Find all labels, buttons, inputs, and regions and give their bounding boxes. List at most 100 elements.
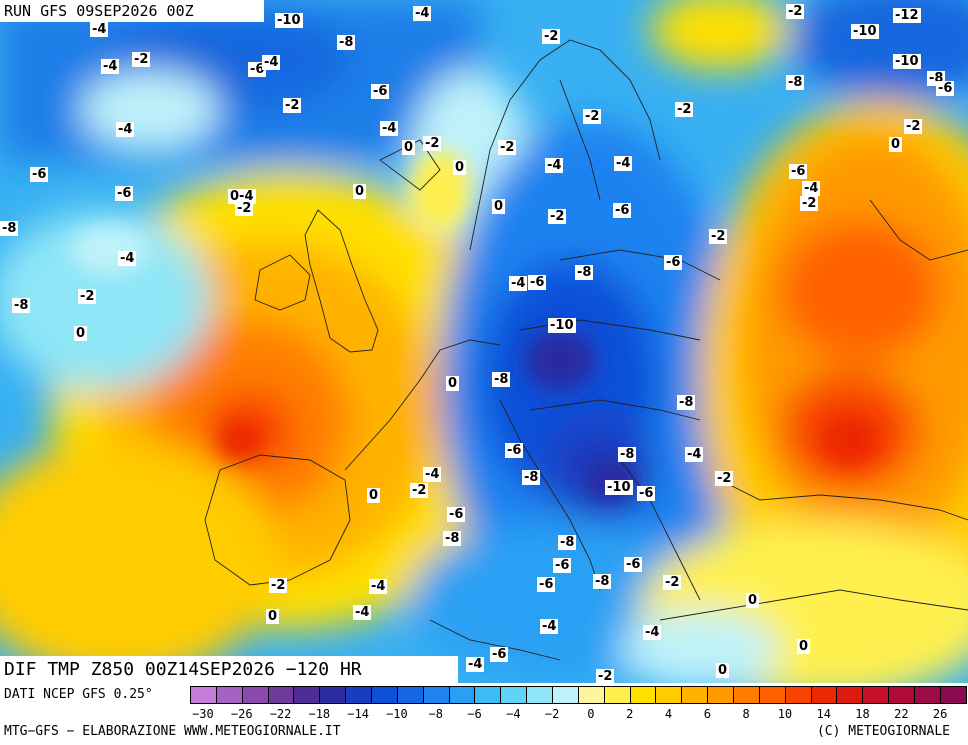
value-label: -8 xyxy=(575,265,594,280)
value-label: 0 xyxy=(74,326,88,341)
value-label: -10 xyxy=(893,54,921,69)
value-label: -2 xyxy=(78,289,97,304)
value-label: -4 xyxy=(353,605,372,620)
legend-tick-label: 8 xyxy=(742,707,750,721)
legend-swatch xyxy=(190,686,217,704)
value-label: -12 xyxy=(893,8,921,23)
value-label: -2 xyxy=(235,201,254,216)
value-label: -4 xyxy=(101,59,120,74)
value-label: -4 xyxy=(118,251,137,266)
value-label: 0 xyxy=(889,137,903,152)
legend-swatch xyxy=(939,686,967,704)
legend-tick-label: −14 xyxy=(347,707,369,721)
legend-swatch xyxy=(396,686,424,704)
value-label: -8 xyxy=(677,395,696,410)
value-label: -10 xyxy=(605,480,633,495)
value-label: -2 xyxy=(675,102,694,117)
value-label: 0-4 xyxy=(228,189,256,204)
legend-swatch xyxy=(784,686,812,704)
legend-tick-label: 2 xyxy=(626,707,634,721)
legend-swatch xyxy=(655,686,683,704)
temperature-anomaly-map xyxy=(0,0,968,683)
legend-tick-label: 26 xyxy=(932,707,948,721)
value-label: 0 xyxy=(453,160,467,175)
legend-swatch xyxy=(681,686,709,704)
legend-tick-label: 6 xyxy=(703,707,711,721)
credit-right: (C) METEOGIORNALE xyxy=(816,724,950,739)
value-label: -2 xyxy=(596,669,615,684)
value-label: -6 xyxy=(664,255,683,270)
legend-swatch xyxy=(914,686,941,704)
value-label: 0 xyxy=(367,488,381,503)
value-label: -2 xyxy=(269,578,288,593)
value-label: -4 xyxy=(116,122,135,137)
value-label: -6 xyxy=(553,558,572,573)
legend-swatch xyxy=(733,686,760,704)
legend-swatch xyxy=(319,686,347,704)
legend-tick-label: −4 xyxy=(506,707,521,721)
value-label: -8 xyxy=(492,372,511,387)
data-source-label: DATI NCEP GFS 0.25° xyxy=(4,687,153,702)
legend-tick-label: −22 xyxy=(269,707,292,721)
value-label: -4 xyxy=(545,158,564,173)
legend-swatch xyxy=(500,686,528,704)
value-label: -2 xyxy=(132,52,151,67)
map-canvas xyxy=(0,0,968,683)
legend-swatch xyxy=(215,686,243,704)
value-label: -8 xyxy=(12,298,31,313)
legend-swatch xyxy=(888,686,916,704)
value-label: 0 xyxy=(353,184,367,199)
value-label: -10 xyxy=(275,13,303,28)
value-label: -4 xyxy=(380,121,399,136)
value-label: -2 xyxy=(423,136,442,151)
legend-tick-label: −2 xyxy=(544,707,560,721)
legend-swatch xyxy=(552,686,579,704)
legend-swatch xyxy=(629,686,657,704)
value-label: 0 xyxy=(266,609,280,624)
legend-swatch xyxy=(862,686,890,704)
legend-swatch xyxy=(603,686,631,704)
value-label: -6 xyxy=(936,81,955,96)
value-label: -4 xyxy=(466,657,485,672)
legend-swatch xyxy=(758,686,786,704)
legend-tick-label: −8 xyxy=(428,707,443,721)
legend-tick-label: 14 xyxy=(816,707,831,721)
legend-swatch xyxy=(526,686,554,704)
value-label: -10 xyxy=(851,24,879,39)
legend-tick-label: −18 xyxy=(308,707,331,721)
value-label: -4 xyxy=(423,467,442,482)
anomaly-field-detail xyxy=(70,150,880,502)
legend-tick-label: 18 xyxy=(855,707,870,721)
value-label: -2 xyxy=(663,575,682,590)
value-label: -8 xyxy=(593,574,612,589)
value-label: -2 xyxy=(786,4,805,19)
value-label: -4 xyxy=(413,6,432,21)
value-label: -6 xyxy=(371,84,390,99)
legend-tick-label: 0 xyxy=(587,707,595,721)
value-label: -8 xyxy=(337,35,356,50)
legend-tick-label: −26 xyxy=(230,707,253,721)
value-label: -4 xyxy=(643,625,662,640)
value-label: -8 xyxy=(786,75,805,90)
value-label: -2 xyxy=(904,119,923,134)
run-label: RUN GFS 09SEP2026 00Z xyxy=(0,0,264,22)
value-label: -10 xyxy=(548,318,576,333)
value-label: -2 xyxy=(715,471,734,486)
legend-tick-label: −10 xyxy=(386,707,408,721)
value-label: -8 xyxy=(0,221,19,236)
value-label: -8 xyxy=(443,531,462,546)
value-label: -6 xyxy=(528,275,547,290)
legend-swatch xyxy=(345,686,373,704)
legend-swatch xyxy=(422,686,450,704)
legend-tick-label: 22 xyxy=(894,707,909,721)
legend-swatch xyxy=(577,686,605,704)
value-label: -2 xyxy=(410,483,429,498)
value-label: 0 xyxy=(492,199,506,214)
legend-swatch xyxy=(474,686,502,704)
value-label: -6 xyxy=(624,557,643,572)
value-label: -6 xyxy=(447,507,466,522)
legend-swatch xyxy=(810,686,838,704)
value-label: -6 xyxy=(490,647,509,662)
color-scale-bar xyxy=(190,686,967,704)
